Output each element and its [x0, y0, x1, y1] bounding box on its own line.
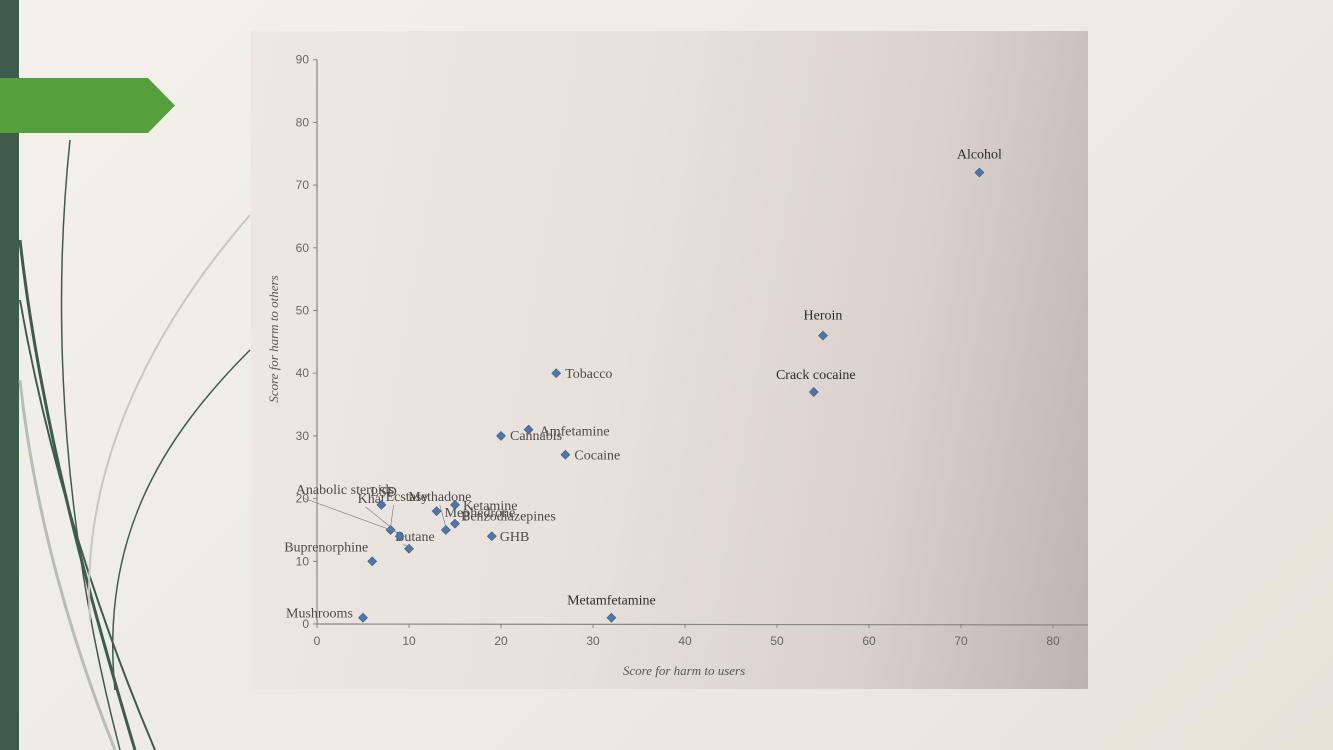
point-marker	[974, 167, 985, 178]
point-label: Methadone	[408, 490, 471, 505]
point-label: GHB	[500, 530, 530, 545]
leader-line	[303, 497, 400, 534]
point-label: Khat	[358, 492, 385, 507]
point-label: Anabolic steroids	[296, 483, 394, 498]
point-label: Benzodiazepines	[461, 510, 556, 525]
point-label: Tobacco	[565, 367, 612, 382]
point-label: Ecstasy	[386, 490, 429, 505]
point-marker	[440, 525, 451, 535]
point-label: Cocaine	[574, 449, 620, 464]
x-axis-line	[316, 623, 1088, 626]
point-marker	[367, 556, 378, 567]
point-label: Alcohol	[957, 148, 1002, 163]
point-marker	[606, 612, 617, 623]
point-marker	[496, 430, 506, 441]
point-label: Butane	[395, 530, 435, 545]
y-axis-title: Score for harm to others	[266, 275, 281, 402]
x-axis-title: Score for harm to users	[623, 663, 745, 678]
point-marker	[808, 387, 819, 397]
x-tick-label: 20	[494, 634, 508, 648]
x-tick-label: 70	[954, 634, 968, 648]
y-tick-label: 60	[296, 241, 310, 255]
accent-arrow-tab	[0, 78, 175, 133]
point-label: Amfetamine	[540, 425, 610, 440]
point-marker	[431, 506, 442, 517]
point-label: Crack cocaine	[776, 368, 856, 383]
point-label: Mushrooms	[286, 607, 353, 622]
x-tick-label: 60	[862, 634, 876, 648]
chart-axes	[316, 59, 1088, 626]
point-marker	[551, 368, 562, 379]
leader-line	[365, 506, 391, 528]
x-tick-label: 10	[402, 634, 416, 648]
x-tick-label: 40	[678, 634, 692, 648]
y-tick-label: 30	[296, 429, 310, 443]
point-label: Ketamine	[463, 499, 517, 514]
x-tick-label: 50	[770, 634, 784, 648]
y-tick-label: 40	[296, 366, 310, 380]
y-tick-label: 70	[296, 178, 310, 192]
point-marker	[394, 531, 405, 542]
point-marker	[818, 330, 828, 341]
x-tick-label: 80	[1046, 634, 1060, 648]
point-label: Heroin	[804, 309, 843, 324]
y-tick-label: 20	[296, 492, 310, 506]
point-marker	[523, 424, 534, 435]
x-tick-label: 30	[586, 634, 600, 648]
point-label: Mephedrone	[445, 506, 516, 521]
point-marker	[376, 499, 387, 510]
point-label: Metamfetamine	[567, 594, 656, 609]
point-marker	[486, 531, 497, 542]
point-marker	[358, 612, 368, 623]
y-tick-label: 90	[296, 53, 310, 67]
y-tick-label: 80	[296, 115, 310, 129]
leader-line	[390, 504, 394, 527]
left-frame-bar	[0, 0, 19, 750]
leader-line	[402, 544, 410, 547]
point-marker	[450, 518, 460, 529]
point-label: LSD	[370, 485, 396, 500]
y-tick-label: 50	[296, 304, 310, 318]
data-points: Alcohol Heroin Crack cocaine Metamfetamine C…	[284, 148, 1002, 623]
leader-line	[439, 504, 447, 528]
point-label: Cannabis	[510, 429, 562, 444]
point-marker	[450, 499, 460, 510]
y-tick-label: 10	[296, 554, 310, 568]
point-marker	[560, 449, 571, 460]
point-label: Buprenorphine	[284, 540, 368, 555]
x-tick-label: 0	[314, 634, 321, 648]
point-marker	[404, 543, 414, 554]
y-tick-label: 0	[302, 617, 309, 631]
y-axis-ticks: 0 10 20 30 40 50 60 70 80 90	[296, 53, 317, 631]
